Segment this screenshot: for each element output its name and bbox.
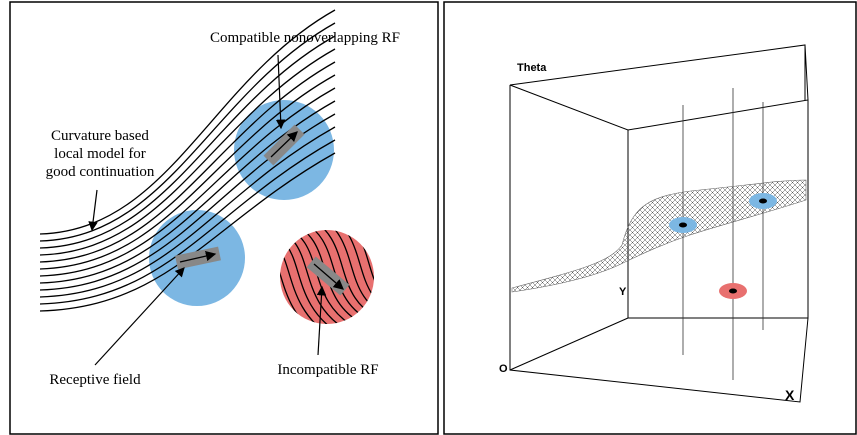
axis-label: Theta: [517, 62, 547, 74]
label: local model for: [54, 146, 146, 162]
vertical-lines: [683, 88, 763, 380]
label: Compatible nonoverlapping RF: [210, 30, 400, 46]
arrow: [95, 268, 184, 365]
axis-label: Y: [619, 286, 627, 298]
arrow: [92, 190, 97, 230]
point-center: [729, 289, 737, 294]
point-center: [679, 223, 687, 228]
point-center: [759, 199, 767, 204]
axis-label: X: [785, 387, 795, 403]
label: Receptive field: [49, 372, 141, 388]
label: Incompatible RF: [277, 362, 378, 378]
figure: Compatible nonoverlapping RF Curvature b…: [0, 0, 857, 435]
axis-label: O: [499, 363, 508, 375]
label: good continuation: [46, 164, 155, 180]
label: Curvature based: [51, 128, 149, 144]
